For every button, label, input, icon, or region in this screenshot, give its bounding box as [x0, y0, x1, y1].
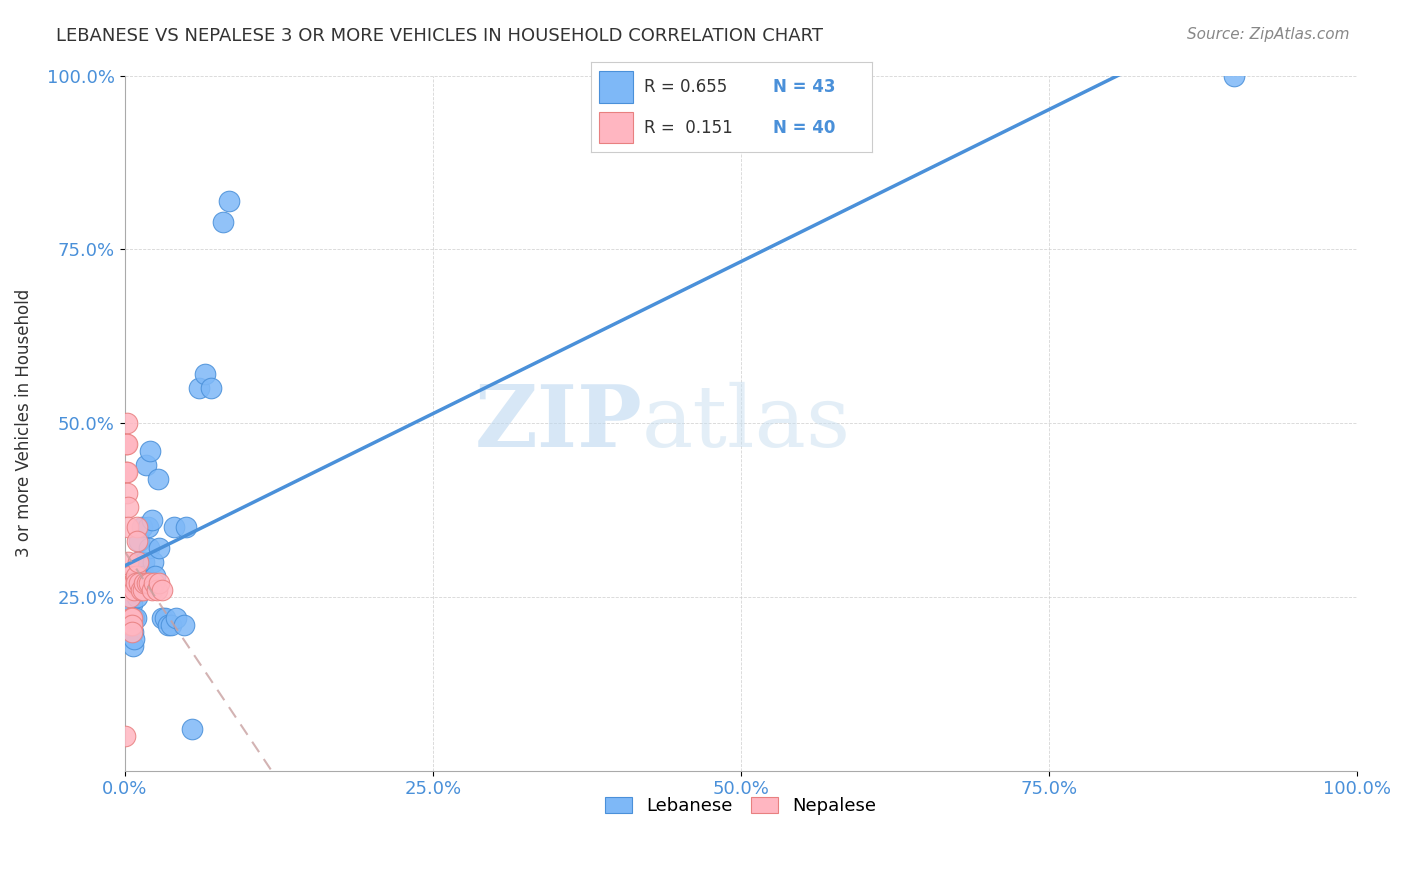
Point: [181, 722, 204, 736]
Point: [118, 569, 141, 583]
Point: [150, 611, 173, 625]
Point: [165, 611, 187, 625]
Point: [120, 617, 142, 632]
Point: [125, 569, 148, 583]
Point: [138, 541, 160, 556]
Text: N = 43: N = 43: [773, 78, 835, 96]
Point: [124, 611, 146, 625]
Text: N = 40: N = 40: [773, 119, 835, 136]
Point: [145, 582, 167, 597]
Point: [127, 576, 149, 591]
Text: R = 0.655: R = 0.655: [644, 78, 727, 96]
Point: [141, 582, 163, 597]
Point: [121, 597, 143, 611]
Point: [125, 590, 148, 604]
Point: [114, 729, 136, 743]
Point: [187, 381, 209, 395]
Point: [121, 617, 143, 632]
Point: [122, 576, 145, 591]
Point: [115, 416, 138, 430]
Point: [134, 569, 156, 583]
Point: [129, 582, 152, 597]
Point: [146, 472, 169, 486]
Point: [143, 576, 166, 591]
Point: [1222, 69, 1244, 83]
Text: ZIP: ZIP: [474, 381, 643, 465]
Point: [115, 465, 138, 479]
Point: [129, 576, 152, 591]
FancyBboxPatch shape: [599, 71, 633, 103]
Point: [115, 485, 138, 500]
Point: [124, 582, 146, 597]
Point: [117, 520, 139, 534]
Point: [118, 576, 141, 591]
Point: [145, 569, 167, 583]
Point: [115, 465, 138, 479]
Point: [125, 534, 148, 549]
Text: LEBANESE VS NEPALESE 3 OR MORE VEHICLES IN HOUSEHOLD CORRELATION CHART: LEBANESE VS NEPALESE 3 OR MORE VEHICLES …: [56, 27, 824, 45]
Point: [135, 458, 157, 472]
Point: [194, 368, 217, 382]
Point: [131, 520, 153, 534]
Y-axis label: 3 or more Vehicles in Household: 3 or more Vehicles in Household: [15, 289, 32, 558]
Point: [124, 632, 146, 646]
Point: [160, 617, 183, 632]
Point: [118, 582, 141, 597]
Point: [127, 555, 149, 569]
Point: [128, 576, 150, 591]
Point: [120, 611, 142, 625]
Point: [173, 617, 195, 632]
Point: [150, 582, 173, 597]
Point: [200, 381, 222, 395]
Point: [132, 582, 155, 597]
Point: [122, 624, 145, 639]
Point: [121, 611, 143, 625]
Point: [125, 576, 148, 591]
Point: [125, 520, 148, 534]
Point: [125, 569, 148, 583]
Point: [155, 611, 177, 625]
Point: [148, 576, 170, 591]
Point: [212, 214, 235, 228]
Point: [118, 611, 141, 625]
Point: [121, 611, 143, 625]
Point: [117, 500, 139, 514]
Point: [134, 576, 156, 591]
Point: [121, 624, 143, 639]
Point: [174, 520, 197, 534]
Point: [115, 437, 138, 451]
Point: [125, 611, 148, 625]
Point: [163, 520, 186, 534]
Point: [138, 576, 160, 591]
FancyBboxPatch shape: [599, 112, 633, 143]
Point: [124, 576, 146, 591]
Point: [136, 520, 159, 534]
Point: [135, 576, 157, 591]
Point: [128, 582, 150, 597]
Legend: Lebanese, Nepalese: Lebanese, Nepalese: [596, 788, 886, 824]
Point: [125, 569, 148, 583]
Point: [118, 590, 141, 604]
Point: [134, 555, 156, 569]
Point: [122, 576, 145, 591]
Point: [156, 617, 179, 632]
Text: R =  0.151: R = 0.151: [644, 119, 733, 136]
Point: [120, 611, 142, 625]
Point: [148, 541, 170, 556]
Point: [218, 194, 240, 208]
Point: [115, 437, 138, 451]
Point: [127, 555, 149, 569]
Point: [141, 513, 163, 527]
Point: [117, 555, 139, 569]
Point: [122, 639, 145, 653]
Point: [128, 534, 150, 549]
Point: [139, 444, 162, 458]
Point: [142, 555, 165, 569]
Text: Source: ZipAtlas.com: Source: ZipAtlas.com: [1187, 27, 1350, 42]
Text: atlas: atlas: [643, 382, 852, 465]
